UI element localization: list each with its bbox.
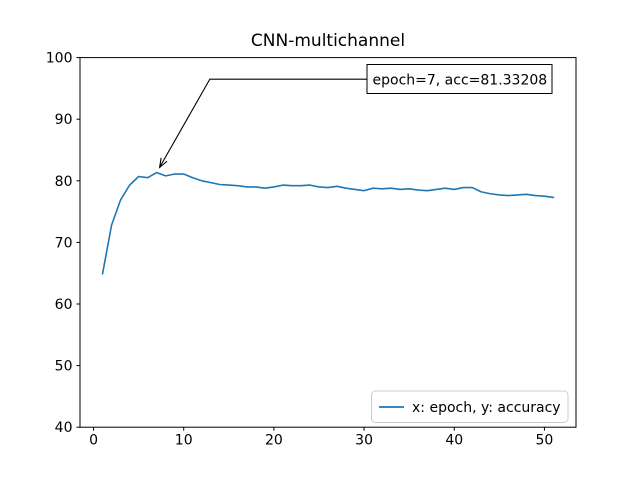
annotation-text: epoch=7, acc=81.33208 [373,73,548,89]
plot-border [79,57,577,428]
y-tick-label: 90 [55,112,73,128]
x-tick-label: 30 [355,433,373,449]
chart-title: CNN-multichannel [251,31,405,51]
y-tick-label: 80 [55,174,73,190]
series-layer [101,171,555,275]
legend: x: epoch, y: accuracy [371,390,569,423]
annotation-arrow-icon [158,78,368,169]
y-tick-label: 60 [55,297,73,313]
x-tick-label: 50 [536,433,554,449]
x-tick-label: 0 [89,433,98,449]
x-tick-label: 10 [175,433,193,449]
y-tick-label: 70 [55,235,73,251]
y-tick-label: 40 [55,420,73,436]
y-tick-label: 100 [46,51,73,67]
annotation: epoch=7, acc=81.33208 [158,64,553,169]
legend-label: x: epoch, y: accuracy [412,400,561,416]
x-tick-label: 20 [265,433,283,449]
legend-box [371,390,569,423]
x-tick-label: 40 [445,433,463,449]
annotation-box [366,64,553,94]
y-tick-label: 50 [55,359,73,375]
accuracy-line [101,171,555,275]
axes-layer: 0 10 20 30 40 50 40 50 60 70 80 90 100 [46,51,577,449]
